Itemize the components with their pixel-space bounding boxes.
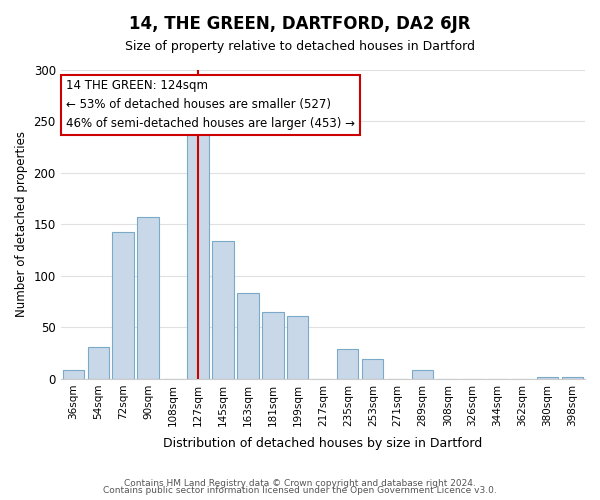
Bar	[287, 316, 308, 379]
Text: 14 THE GREEN: 124sqm
← 53% of detached houses are smaller (527)
46% of semi-deta: 14 THE GREEN: 124sqm ← 53% of detached h…	[66, 80, 355, 130]
X-axis label: Distribution of detached houses by size in Dartford: Distribution of detached houses by size …	[163, 437, 482, 450]
Text: Contains public sector information licensed under the Open Government Licence v3: Contains public sector information licen…	[103, 486, 497, 495]
Bar	[537, 377, 558, 379]
Bar	[562, 377, 583, 379]
Bar	[238, 294, 259, 379]
Text: 14, THE GREEN, DARTFORD, DA2 6JR: 14, THE GREEN, DARTFORD, DA2 6JR	[129, 15, 471, 33]
Bar	[262, 312, 284, 379]
Bar	[337, 349, 358, 379]
Text: Size of property relative to detached houses in Dartford: Size of property relative to detached ho…	[125, 40, 475, 53]
Bar	[362, 360, 383, 379]
Bar	[212, 241, 233, 379]
Y-axis label: Number of detached properties: Number of detached properties	[15, 132, 28, 318]
Bar	[88, 347, 109, 379]
Bar	[187, 130, 209, 379]
Bar	[62, 370, 84, 379]
Text: Contains HM Land Registry data © Crown copyright and database right 2024.: Contains HM Land Registry data © Crown c…	[124, 478, 476, 488]
Bar	[137, 217, 158, 379]
Bar	[412, 370, 433, 379]
Bar	[112, 232, 134, 379]
